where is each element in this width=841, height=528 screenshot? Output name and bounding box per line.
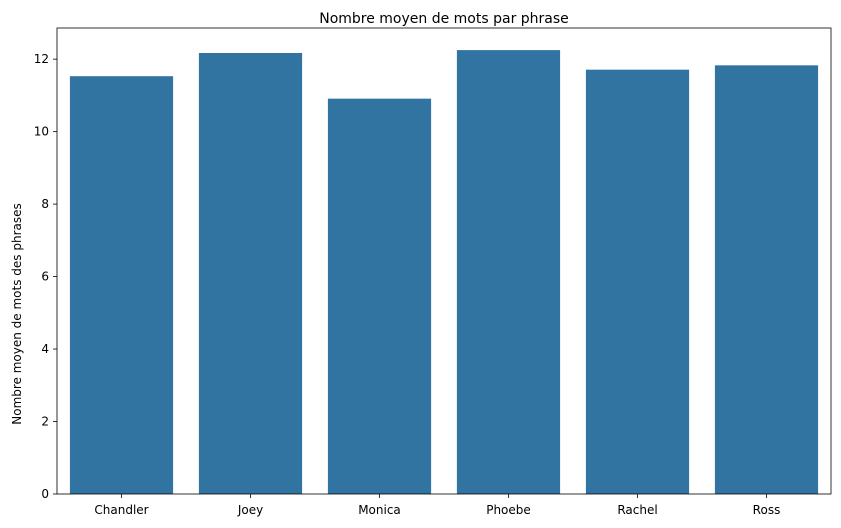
x-tick-label: Phoebe (486, 503, 531, 517)
bar-rachel (585, 69, 690, 495)
chart-title: Nombre moyen de mots par phrase (319, 11, 569, 27)
x-tick-label: Joey (237, 503, 263, 517)
bar-ross (714, 65, 819, 494)
bar-phoebe (456, 50, 561, 495)
x-tick-label: Ross (753, 503, 781, 517)
bar-chandler (69, 76, 174, 495)
y-tick-label: 8 (41, 197, 49, 211)
plot-frame (56, 27, 832, 495)
y-tick-label: 12 (34, 52, 49, 66)
y-tick-label: 10 (34, 125, 49, 139)
y-ticks-group: 0 2 4 6 8 10 12 (34, 52, 57, 501)
y-tick-label: 6 (41, 270, 49, 284)
x-tick-label: Chandler (94, 503, 148, 517)
y-axis-label: Nombre moyen de mots des phrases (10, 203, 24, 425)
bars-group (69, 50, 819, 495)
x-tick-label: Rachel (617, 503, 657, 517)
bar-joey (198, 53, 303, 494)
x-tick-label: Monica (358, 503, 401, 517)
bar-monica (327, 98, 432, 495)
y-tick-label: 4 (41, 342, 49, 356)
y-tick-label: 2 (41, 415, 49, 429)
y-tick-label: 0 (41, 487, 49, 501)
x-ticks-group: Chandler Joey Monica Phoebe Rachel Ross (94, 494, 780, 517)
